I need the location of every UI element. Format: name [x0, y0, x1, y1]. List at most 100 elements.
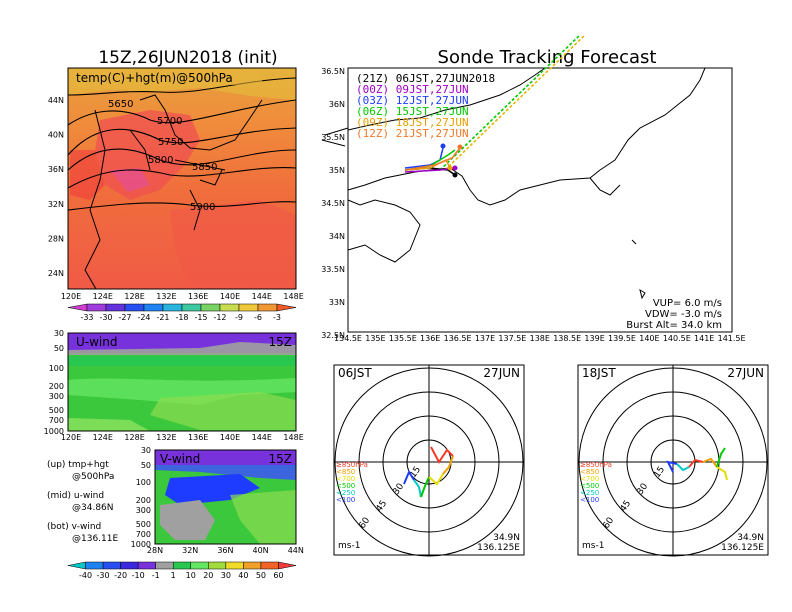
lon-tick: 137E — [475, 334, 495, 343]
legend-line: (mid) u-wind — [47, 491, 104, 501]
colorbar-swatch — [200, 303, 221, 312]
colorbar-label: -15 — [194, 313, 207, 322]
colorbar-label: -3 — [273, 313, 281, 322]
colorbar-swatch — [278, 561, 297, 570]
hodo-time: 18JST — [582, 366, 616, 380]
lon-tick: 140E — [220, 433, 240, 442]
colorbar-label: -20 — [114, 571, 127, 580]
lat-tick: 36N — [217, 546, 233, 555]
lon-tick: 120E — [61, 292, 81, 301]
colorbar-label: -40 — [79, 571, 92, 580]
lat-tick: 35N — [329, 166, 345, 175]
track-legend-entry: (12Z) 21JST,27JUN — [356, 127, 469, 140]
legend-line: @500hPa — [72, 472, 114, 482]
map-frame — [67, 67, 297, 290]
lon-tick: 148E — [283, 292, 303, 301]
right-title: Sonde Tracking Forecast — [438, 47, 657, 68]
vup-text: VUP= 6.0 m/s — [653, 298, 722, 309]
pressure-tick: 1000 — [131, 540, 151, 549]
lon-tick: 140.5E — [663, 334, 691, 343]
track-map: (21Z) 06JST,27JUN2018(00Z) 09JST,27JUN(0… — [321, 34, 746, 343]
hodo-level-label: <500 — [336, 482, 355, 490]
track-legend-entry: (03Z) 12JST,27JUN — [356, 94, 469, 107]
colorbar-swatch — [190, 561, 209, 570]
pressure-tick: 100 — [136, 478, 151, 487]
colorbar-swatch — [162, 303, 183, 312]
hodo-level-label: ≥850hPa — [336, 461, 368, 469]
colorbar-swatch — [172, 561, 192, 570]
hodo-level-label: <500 — [580, 482, 599, 490]
v-panel-time: 15Z — [269, 452, 293, 466]
hodo-lon: 136.125E — [477, 543, 520, 553]
lon-tick: 134.5E — [334, 334, 362, 343]
hodo-trace — [716, 466, 728, 481]
lat-tick: 36.5N — [321, 67, 345, 76]
lon-tick: 128E — [124, 292, 144, 301]
map-label: temp(C)+hgt(m)@500hPa — [76, 71, 233, 85]
hodo-level-label: <250 — [580, 489, 599, 497]
u-lon-axis: 120E 124E 128E 132E 136E 140E 144E 148E — [61, 433, 304, 442]
hodo-level-label: <700 — [580, 475, 599, 483]
lon-tick: 132E — [156, 292, 176, 301]
pressure-tick: 500 — [136, 520, 151, 529]
hodo-date: 27JUN — [483, 366, 520, 380]
colorbar-swatch — [243, 561, 262, 570]
colorbar-swatch — [85, 561, 104, 570]
colorbar-label: -1 — [152, 571, 160, 580]
lat-tick: 36N — [329, 100, 345, 109]
lon-tick: 124E — [93, 433, 113, 442]
hodo-time: 06JST — [338, 366, 372, 380]
lon-tick: 148E — [283, 433, 303, 442]
lat-tick: 32.5N — [321, 331, 345, 340]
colorbar-label: -21 — [156, 313, 169, 322]
lat-tick: 34N — [329, 232, 345, 241]
hodo-level-label: <850 — [580, 468, 599, 476]
lon-tick: 124E — [93, 292, 113, 301]
pressure-tick: 50 — [141, 461, 151, 470]
hodo-lon: 136.125E — [721, 543, 764, 553]
colorbar-label: -18 — [175, 313, 188, 322]
colorbar-swatch — [120, 561, 139, 570]
cold-pocket — [110, 168, 150, 192]
lon-tick: 135E — [365, 334, 385, 343]
colorbar-label: 20 — [203, 571, 213, 580]
lon-tick: 136E — [188, 433, 208, 442]
lat-tick: 28N — [147, 546, 163, 555]
hodo-level-label: <700 — [336, 475, 355, 483]
v-lat-axis: 28N 32N 36N 40N 44N — [147, 546, 304, 555]
lon-tick: 136.5E — [444, 334, 472, 343]
colorbar-swatch — [86, 303, 107, 312]
track-legend-entry: (21Z) 06JST,27JUN2018 — [356, 72, 495, 85]
track-legend-entry: (06Z) 15JST,27JUN — [356, 105, 469, 118]
lon-tick: 136E — [188, 292, 208, 301]
coastlines — [84, 94, 263, 290]
hodo-level-label: ≥850hPa — [580, 461, 612, 469]
hodo-lat: 34.9N — [493, 533, 520, 543]
colorbar-swatch — [143, 303, 164, 312]
hodo-level-label: <100 — [336, 496, 355, 504]
hodo-trace — [428, 473, 444, 486]
lon-tick: 135.5E — [389, 334, 417, 343]
burst-text: Burst Alt= 34.0 km — [626, 320, 722, 331]
track-legend: (21Z) 06JST,27JUN2018(00Z) 09JST,27JUN(0… — [356, 72, 495, 140]
lon-tick: 141E — [694, 334, 714, 343]
colorbar-swatch — [137, 561, 156, 570]
hodo-trace — [420, 476, 430, 498]
pressure-tick: 300 — [136, 506, 151, 515]
colorbar-swatch — [124, 303, 145, 312]
lon-tick: 140E — [220, 292, 240, 301]
colorbar-swatch — [257, 303, 278, 312]
pressure-tick: 1000 — [44, 427, 64, 436]
legend-line: (up) tmp+hgt — [47, 460, 109, 470]
lat-tick: 24N — [48, 269, 64, 278]
colorbar-label: -10 — [132, 571, 145, 580]
colorbar-label: -30 — [97, 571, 110, 580]
lat-tick: 44N — [288, 546, 304, 555]
hodo-unit: ms-1 — [582, 541, 604, 551]
pressure-tick: 30 — [141, 446, 151, 455]
pressure-tick: 200 — [49, 382, 64, 391]
contour-label: 5850 — [192, 162, 217, 173]
